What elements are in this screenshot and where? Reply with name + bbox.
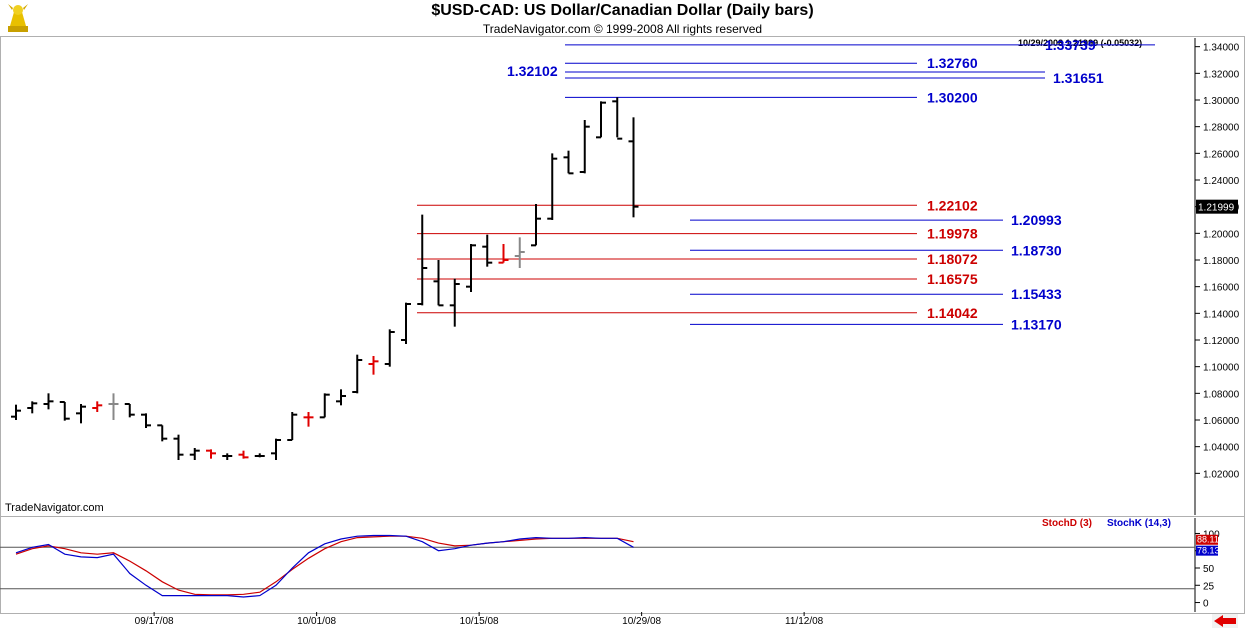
info-line: 10/29/2008 1.21999 (-0.05032) (1018, 38, 1142, 48)
level-label: 1.14042 (927, 305, 978, 321)
price-tick-label: 1.30000 (1203, 96, 1240, 107)
level-label: 1.20993 (1011, 212, 1062, 228)
level-label: 1.30200 (927, 89, 978, 105)
trading-gold-bull-icon[interactable] (2, 2, 34, 34)
price-tick-label: 1.10000 (1203, 363, 1240, 374)
level-label: 1.18072 (927, 251, 978, 267)
red-left-arrow-icon[interactable] (1212, 614, 1238, 628)
x-axis-label: 10/15/08 (460, 616, 499, 627)
price-tick-label: 1.12000 (1203, 336, 1240, 347)
stochD-last-value: 88.11 (1197, 535, 1219, 545)
level-label: 1.16575 (927, 271, 978, 287)
x-axis-label: 10/01/08 (297, 616, 336, 627)
last-price-label: 1.21999 (1198, 203, 1235, 214)
stochD-line (15, 535, 634, 596)
x-axis-label: 10/29/08 (622, 616, 661, 627)
price-tick-label: 1.04000 (1203, 443, 1240, 454)
watermark-text: TradeNavigator.com (5, 502, 104, 514)
level-label: 1.33739 (1045, 37, 1096, 53)
price-chart: 1.02000 1.04000 1.06000 1.08000 1.10000 1.120… (11, 37, 1240, 515)
stochK-last-box (1196, 545, 1218, 556)
stochK-last-value: 78.13 (1197, 546, 1220, 556)
price-tick-label: 1.32000 (1203, 69, 1240, 80)
copyright-text: TradeNavigator.com © 1999-2008 All right… (482, 22, 763, 36)
level-label: 1.31651 (1053, 70, 1104, 86)
level-label: 1.13170 (1011, 316, 1062, 332)
price-tick-label: 1.06000 (1203, 416, 1240, 427)
stoch-tick-label: 50 (1203, 564, 1215, 575)
price-tick-label: 1.08000 (1203, 389, 1240, 400)
level-label: 1.32102 (507, 63, 558, 79)
level-label: 1.19978 (927, 226, 978, 242)
x-axis-label: 09/17/08 (135, 616, 174, 627)
price-tick-label: 1.02000 (1203, 469, 1240, 480)
stochD-last-box (1196, 534, 1218, 545)
price-tick-label: 1.26000 (1203, 149, 1240, 160)
price-tick-label: 1.14000 (1203, 309, 1240, 320)
level-label: 1.18730 (1011, 242, 1062, 258)
level-label: 1.15433 (1011, 286, 1062, 302)
price-tick-label: 1.28000 (1203, 123, 1240, 134)
price-tick-label: 1.18000 (1203, 256, 1240, 267)
level-label: 1.32760 (927, 55, 978, 71)
legend-stochK: StochK (14,3) (1107, 518, 1171, 529)
stoch-tick-label: 25 (1203, 581, 1215, 592)
legend-stochD: StochD (3) (1042, 518, 1092, 529)
level-label: 1.22102 (927, 197, 978, 213)
chart-title: $USD-CAD: US Dollar/Canadian Dollar (Dai… (431, 2, 814, 19)
price-tick-label: 1.34000 (1203, 43, 1240, 54)
price-tick-label: 1.20000 (1203, 229, 1240, 240)
x-axis-label: 11/12/08 (785, 616, 824, 627)
last-price-box (1196, 199, 1238, 214)
price-tick-label: 1.24000 (1203, 176, 1240, 187)
price-tick-label: 1.16000 (1203, 283, 1240, 294)
stochK-line (15, 534, 634, 598)
stoch-tick-label: 0 (1203, 599, 1209, 610)
